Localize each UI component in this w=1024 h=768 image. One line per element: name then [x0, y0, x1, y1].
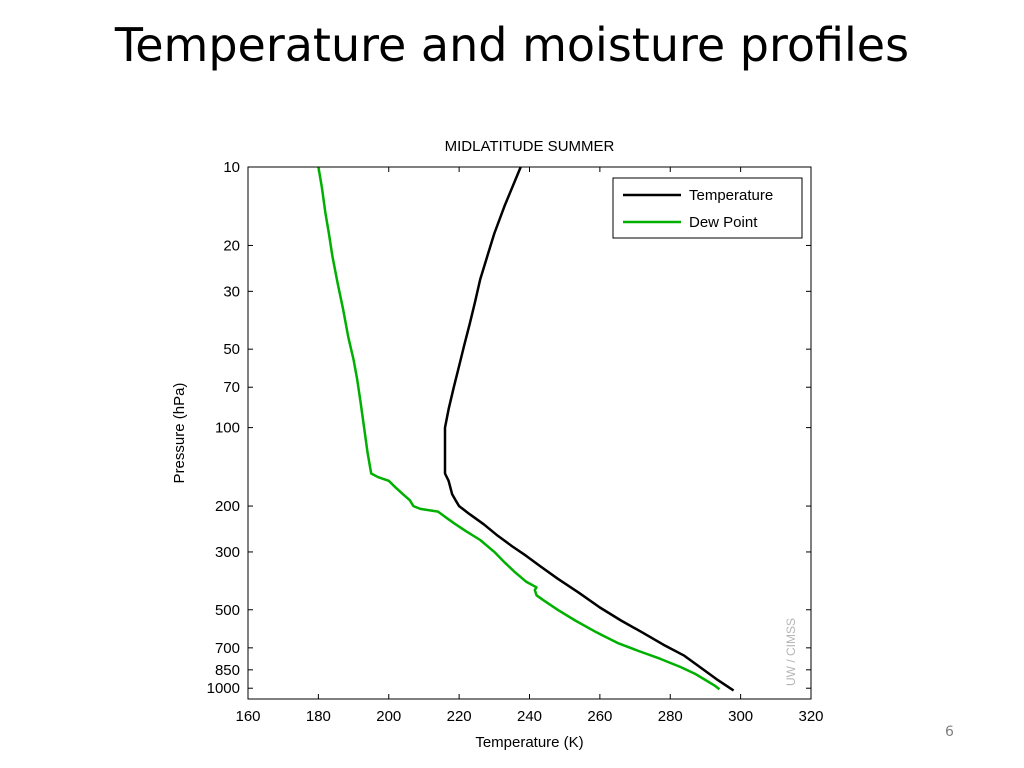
- x-tick-label: 220: [447, 708, 472, 725]
- y-tick-label: 850: [215, 662, 240, 679]
- plot-frame: [247, 166, 812, 700]
- legend-label-dew-point: Dew Point: [689, 214, 758, 231]
- y-tick-label: 30: [223, 283, 240, 300]
- y-tick-label: 200: [215, 498, 240, 515]
- slide-number: 6: [945, 724, 954, 740]
- y-tick-label: 300: [215, 544, 240, 561]
- y-tick-label: 20: [223, 237, 240, 254]
- series-layer: [317, 166, 735, 692]
- y-tick-label: 10: [223, 159, 240, 176]
- y-tick-label: 500: [215, 602, 240, 619]
- y-tick-label: 700: [215, 640, 240, 657]
- legend: Temperature Dew Point: [612, 177, 803, 239]
- series-line-temperature: [443, 166, 735, 692]
- x-tick-label: 300: [728, 708, 753, 725]
- legend-box: [612, 177, 803, 239]
- x-tick-label: 180: [306, 708, 331, 725]
- series-line-dew-point: [317, 166, 721, 691]
- y-tick-label: 1000: [207, 680, 240, 697]
- y-tick-label: 50: [223, 341, 240, 358]
- y-tick-label: 100: [215, 420, 240, 437]
- x-tick-label: 320: [798, 708, 823, 725]
- x-axis-label: Temperature (K): [475, 734, 583, 751]
- slide-title: Temperature and moisture profiles: [114, 18, 910, 72]
- y-tick-label: 70: [223, 379, 240, 396]
- x-tick-label: 160: [235, 708, 260, 725]
- x-tick-label: 260: [587, 708, 612, 725]
- chart-title: MIDLATITUDE SUMMER: [445, 138, 615, 155]
- y-axis-label: Pressure (hPa): [171, 383, 188, 484]
- x-tick-label: 200: [376, 708, 401, 725]
- x-ticks: 160 180 200 220 240 260 280 300 320: [235, 167, 824, 725]
- legend-label-temperature: Temperature: [689, 187, 773, 204]
- x-tick-label: 240: [517, 708, 542, 725]
- watermark: UW / CIMSS: [784, 618, 798, 686]
- x-tick-label: 280: [658, 708, 683, 725]
